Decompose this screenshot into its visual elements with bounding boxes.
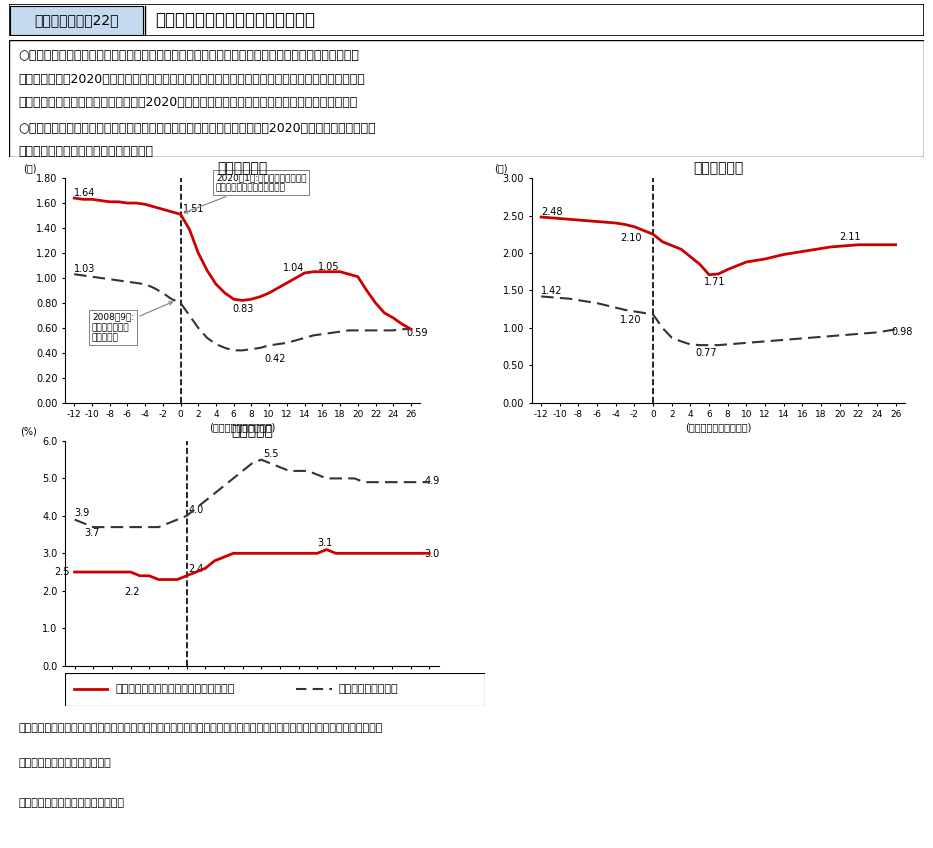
Text: 1.42: 1.42 [541,287,563,297]
Text: 2020年1月:新型コロナウイルス
感染症の感染者の国内初確認: 2020年1月:新型コロナウイルス 感染症の感染者の国内初確認 [185,173,306,213]
Text: 1.04: 1.04 [283,263,304,273]
Text: 5.5: 5.5 [263,449,279,459]
Text: 0.42: 0.42 [265,354,286,364]
X-axis label: (基準月からの経過月数): (基準月からの経過月数) [218,685,285,695]
X-axis label: (基準月からの経過月数): (基準月からの経過月数) [209,422,276,432]
Text: ○　完全失業率についても、リーマンショック期よりも低い水準にあり、2020年に上昇したものの、: ○ 完全失業率についても、リーマンショック期よりも低い水準にあり、2020年に上… [19,122,376,135]
Title: 新規求人倍率: 新規求人倍率 [693,161,744,176]
Text: 2.2: 2.2 [124,587,140,597]
Text: 2.11: 2.11 [840,232,861,243]
Title: 有効求人倍率: 有効求人倍率 [217,161,268,176]
Text: ○　有効求人倍率、新規求人倍率、完全失業率の推移について、感染拡大期とリーマンショック期を: ○ 有効求人倍率、新規求人倍率、完全失業率の推移について、感染拡大期とリーマンシ… [19,49,359,62]
FancyBboxPatch shape [9,4,924,36]
Text: 政策統括室にて作成: 政策統括室にて作成 [19,758,111,768]
Text: （注）　データは全て季節調整値。: （注） データは全て季節調整値。 [19,798,124,808]
Text: 0.83: 0.83 [232,304,254,314]
Text: 1.20: 1.20 [620,315,642,325]
Text: 4.9: 4.9 [425,476,439,486]
Text: 4.0: 4.0 [188,505,203,515]
Text: 0.59: 0.59 [407,328,428,338]
Text: リーマンショック期: リーマンショック期 [339,684,397,695]
Text: 1.64: 1.64 [75,188,95,198]
Text: 1.05: 1.05 [318,262,340,271]
Text: ショック期よりも高い状況にあり、2020年に低下した後もそれより高い水準を維持していた。: ショック期よりも高い状況にあり、2020年に低下した後もそれより高い水準を維持し… [19,96,357,109]
Text: 雇用に関する主な指標の水準の比較: 雇用に関する主な指標の水準の比較 [156,11,315,30]
Text: 3.0: 3.0 [425,550,439,560]
Text: 2.48: 2.48 [541,207,563,217]
Text: 第１－（５）－22図: 第１－（５）－22図 [34,14,118,27]
Title: 完全失業率: 完全失業率 [231,424,272,438]
Text: それより低い水準にとどまっていた。: それより低い水準にとどまっていた。 [19,145,153,159]
Text: 2008年9月:
リーマン・ブラ
ザーズ破綴: 2008年9月: リーマン・ブラ ザーズ破綴 [91,302,173,343]
Text: 3.7: 3.7 [84,528,99,538]
Text: 2.4: 2.4 [188,564,203,574]
X-axis label: (基準月からの経過月数): (基準月からの経過月数) [685,422,752,432]
Text: 3.9: 3.9 [75,509,90,518]
Text: 新型コロナウイルス感染症の感染拡大期: 新型コロナウイルス感染症の感染拡大期 [116,684,235,695]
Text: 3.1: 3.1 [317,538,332,549]
Text: 1.71: 1.71 [704,277,726,287]
FancyBboxPatch shape [10,6,143,35]
Text: (倍): (倍) [22,164,36,174]
Text: 0.98: 0.98 [891,326,912,337]
Text: 1.03: 1.03 [75,265,95,274]
Text: 0.77: 0.77 [695,349,717,358]
Text: (倍): (倍) [494,164,508,174]
FancyBboxPatch shape [65,673,485,706]
Text: 2.5: 2.5 [54,567,70,577]
Text: (%): (%) [21,427,37,437]
Text: 1.51: 1.51 [183,204,204,215]
Text: 比較すると、2020年の感染拡大前後の時期には、有効求人倍率や新規求人倍率の水準がリーマン: 比較すると、2020年の感染拡大前後の時期には、有効求人倍率や新規求人倍率の水準… [19,73,365,86]
Text: 資料出所　厄生労働省「職業安定業務統計」、総務省統計局「労働力調査（基本集計）」をもとに厄生労働省政策統括官付: 資料出所 厄生労働省「職業安定業務統計」、総務省統計局「労働力調査（基本集計）」… [19,722,383,733]
FancyBboxPatch shape [9,40,924,157]
Text: 2.10: 2.10 [620,233,642,243]
